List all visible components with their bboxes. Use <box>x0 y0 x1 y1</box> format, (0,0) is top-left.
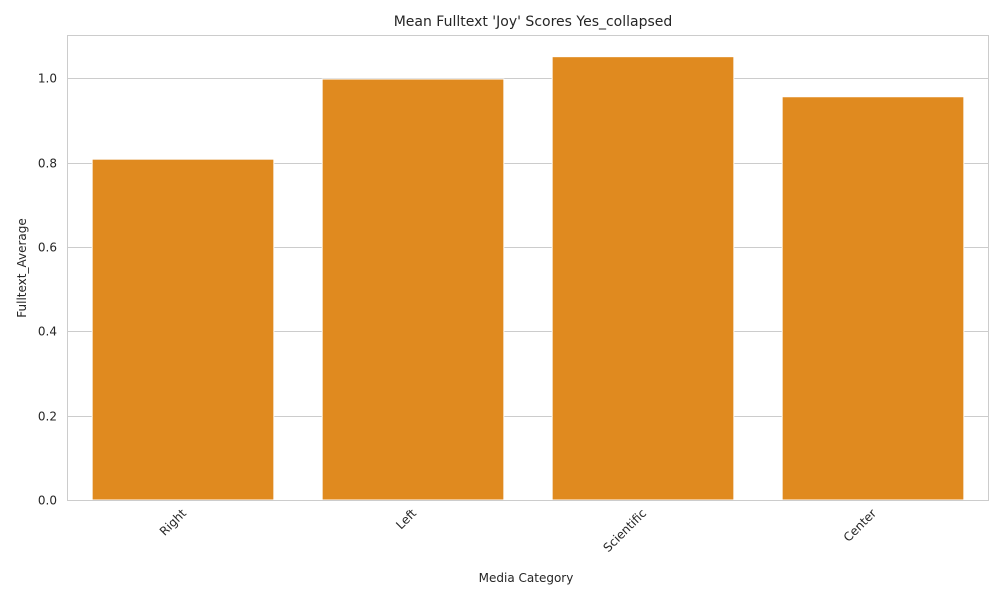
x-tick-label: Center <box>841 506 880 545</box>
y-tick-label: 0.6 <box>38 241 57 255</box>
x-tick-label: Left <box>393 506 419 532</box>
x-axis-label: Media Category <box>479 571 574 585</box>
bars <box>91 56 965 501</box>
y-tick-label: 1.0 <box>38 72 57 86</box>
x-tick-label: Scientific <box>601 506 650 555</box>
bar <box>91 158 275 501</box>
y-tick-label: 0.8 <box>38 157 57 171</box>
bar <box>551 56 735 501</box>
bar <box>781 96 965 501</box>
chart-title: Mean Fulltext 'Joy' Scores Yes_collapsed <box>394 14 673 30</box>
y-tick-label: 0.4 <box>38 325 57 339</box>
plot-frame <box>67 35 989 501</box>
x-tick-labels: Right Left Scientific Center <box>157 506 879 555</box>
x-tick-label: Right <box>157 506 189 538</box>
bar <box>321 78 505 501</box>
y-tick-label: 0.2 <box>38 410 57 424</box>
y-axis-label: Fulltext_Average <box>15 218 29 317</box>
y-tick-label: 0.0 <box>38 494 57 508</box>
y-tick-labels: 0.0 0.2 0.4 0.6 0.8 1.0 <box>38 72 57 508</box>
